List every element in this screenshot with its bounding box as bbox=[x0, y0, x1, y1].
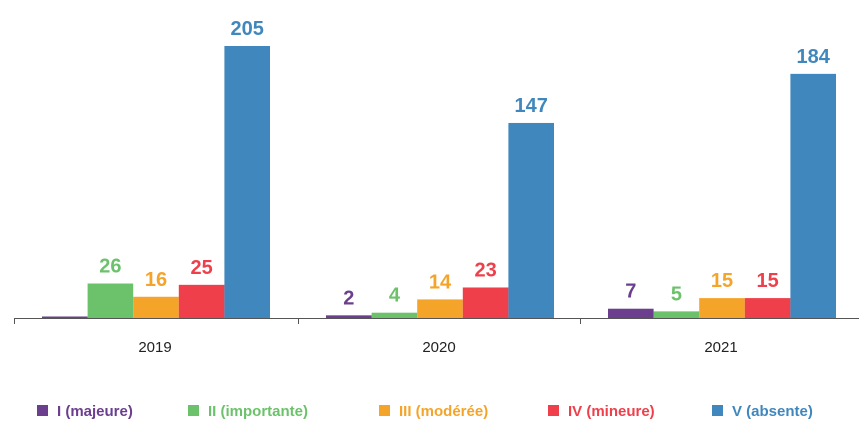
data-label-2021-series-4: 15 bbox=[756, 270, 778, 292]
bar-2019-series-3 bbox=[133, 296, 179, 318]
legend-label-5: V (absente) bbox=[732, 403, 813, 420]
data-label-2021-series-2: 5 bbox=[671, 283, 682, 305]
x-tick-label-2019: 2019 bbox=[138, 339, 171, 356]
data-label-2020-series-2: 4 bbox=[389, 285, 401, 307]
bar-2021-series-1 bbox=[608, 308, 654, 318]
bar-2019-series-5 bbox=[224, 46, 270, 318]
legend-label-4: IV (mineure) bbox=[568, 403, 655, 420]
legend-label-3: III (modérée) bbox=[399, 403, 488, 420]
data-label-2020-series-4: 23 bbox=[474, 259, 496, 281]
bar-2020-series-4 bbox=[462, 287, 509, 318]
bar-2019-series-1 bbox=[42, 316, 88, 318]
bar-2021-series-4 bbox=[744, 298, 791, 318]
data-label-2021-series-1: 7 bbox=[625, 281, 636, 303]
bar-2020-series-3 bbox=[417, 299, 463, 318]
data-label-2020-series-3: 14 bbox=[429, 271, 452, 293]
bar-2020-series-2 bbox=[371, 312, 418, 318]
legend-swatch-4 bbox=[548, 405, 559, 416]
bar-2020-series-5 bbox=[508, 122, 554, 318]
bar-2021-series-3 bbox=[699, 298, 745, 318]
data-label-2019-series-5: 205 bbox=[231, 18, 264, 40]
legend-swatch-3 bbox=[379, 405, 390, 416]
legend-label-1: I (majeure) bbox=[57, 403, 133, 420]
x-tick-label-2021: 2021 bbox=[704, 339, 737, 356]
data-label-2019-series-2: 26 bbox=[99, 256, 121, 278]
bar-2020-series-1 bbox=[326, 315, 372, 318]
legend-swatch-2 bbox=[188, 405, 199, 416]
x-tick-label-2020: 2020 bbox=[422, 339, 455, 356]
bar-2019-series-2 bbox=[87, 283, 134, 318]
data-label-2021-series-3: 15 bbox=[711, 270, 733, 292]
bar-2021-series-2 bbox=[653, 311, 700, 318]
legend-swatch-1 bbox=[37, 405, 48, 416]
legend-swatch-5 bbox=[712, 405, 723, 416]
data-label-2019-series-3: 16 bbox=[145, 269, 167, 291]
bar-2019-series-4 bbox=[178, 284, 225, 318]
data-label-2019-series-4: 25 bbox=[190, 257, 212, 279]
legend-label-2: II (importante) bbox=[208, 403, 308, 420]
data-label-2021-series-5: 184 bbox=[797, 46, 831, 68]
data-label-2020-series-5: 147 bbox=[515, 95, 548, 117]
data-label-2020-series-1: 2 bbox=[343, 287, 354, 309]
bar-2021-series-5 bbox=[790, 73, 836, 319]
